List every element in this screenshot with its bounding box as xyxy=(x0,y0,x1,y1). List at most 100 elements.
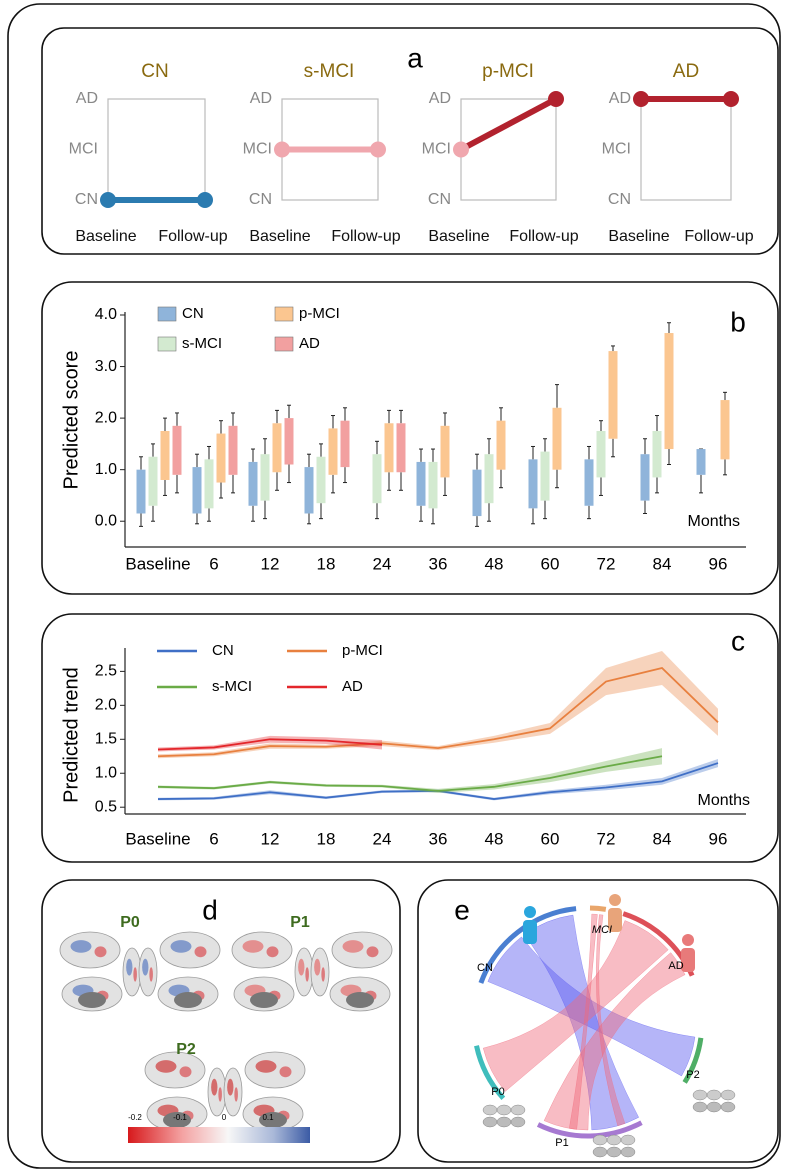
colorbar-tick-label: -0.1 xyxy=(173,1113,187,1122)
x-tick-label: Baseline xyxy=(75,228,136,245)
brain-region xyxy=(195,946,207,957)
pattern-label: P2 xyxy=(176,1041,196,1058)
box xyxy=(641,454,650,500)
box xyxy=(317,457,326,503)
x-tick-label: Baseline xyxy=(608,228,669,245)
box xyxy=(397,423,406,472)
y-tick-label: MCI xyxy=(243,141,272,158)
brain-surface xyxy=(160,932,220,968)
brain-region xyxy=(243,940,264,953)
y-tick-label: 1.5 xyxy=(95,731,117,748)
y-tick-label: CN xyxy=(608,191,631,208)
panel-label: e xyxy=(454,894,470,925)
box xyxy=(273,423,282,472)
x-axis-label: Months xyxy=(698,792,750,809)
legend-label: s-MCI xyxy=(212,678,252,695)
brain-thumbnail xyxy=(511,1117,525,1127)
decorations xyxy=(60,894,735,1157)
y-tick-label: MCI xyxy=(69,141,98,158)
axes-box xyxy=(108,99,205,200)
legend-label: AD xyxy=(299,335,320,352)
brain-stem xyxy=(174,992,202,1008)
point xyxy=(453,142,469,158)
box xyxy=(217,434,226,483)
panel-label: d xyxy=(202,894,218,925)
brain-region xyxy=(142,959,148,976)
x-tick-label: 36 xyxy=(429,554,448,573)
brain-thumbnail xyxy=(621,1135,635,1145)
brain-region xyxy=(126,959,132,976)
x-tick-label: 24 xyxy=(373,554,392,573)
brain-thumbnail xyxy=(511,1105,525,1115)
brain-thumbnail xyxy=(707,1102,721,1112)
brain-surface xyxy=(224,1068,242,1116)
brain-region xyxy=(180,1066,192,1077)
x-axis-label: Months xyxy=(688,513,740,530)
panel-label: a xyxy=(407,42,423,73)
box xyxy=(373,454,382,503)
pattern-label: P1 xyxy=(290,914,310,931)
box xyxy=(173,426,182,475)
colorbar-tick-label: -0.2 xyxy=(128,1113,142,1122)
box xyxy=(149,457,158,506)
box xyxy=(697,449,706,475)
x-tick-label: Follow-up xyxy=(684,228,753,245)
brain-thumbnail xyxy=(607,1147,621,1157)
brain-thumbnail xyxy=(497,1117,511,1127)
brain-thumbnail xyxy=(721,1102,735,1112)
y-tick-label: CN xyxy=(75,191,98,208)
x-tick-label: 18 xyxy=(317,829,336,848)
panel-label: c xyxy=(731,625,745,656)
brain-stem xyxy=(346,992,374,1008)
point xyxy=(370,142,386,158)
y-tick-label: CN xyxy=(249,191,272,208)
box xyxy=(721,400,730,459)
brain-region xyxy=(234,1087,238,1101)
box xyxy=(285,418,294,464)
point xyxy=(100,192,116,208)
x-tick-label: Baseline xyxy=(125,554,190,573)
legend-label: p-MCI xyxy=(342,642,383,659)
box xyxy=(497,421,506,470)
brain-thumbnail xyxy=(707,1090,721,1100)
x-tick-label: 48 xyxy=(485,829,504,848)
box xyxy=(161,431,170,480)
box xyxy=(529,459,538,508)
brain-region xyxy=(149,967,153,981)
brain-surface xyxy=(145,1052,205,1088)
brain-region xyxy=(280,1066,292,1077)
brain-surface xyxy=(295,948,313,996)
legend-label: CN xyxy=(182,305,204,322)
y-tick-label: 2.0 xyxy=(95,697,117,714)
legend-swatch xyxy=(275,337,293,351)
x-tick-label: Follow-up xyxy=(509,228,578,245)
brain-surface xyxy=(245,1052,305,1088)
brain-region xyxy=(95,946,107,957)
brain-region xyxy=(343,940,364,953)
box xyxy=(329,428,338,474)
brain-region xyxy=(321,967,325,981)
person-icon xyxy=(682,934,694,946)
y-tick-label: AD xyxy=(250,90,272,107)
y-tick-label: AD xyxy=(76,90,98,107)
brain-surface xyxy=(311,948,329,996)
brain-thumbnail xyxy=(693,1102,707,1112)
brain-surface xyxy=(208,1068,226,1116)
figure: a b c d e CNCNMCIADBaselineFollow-ups-MC… xyxy=(0,0,790,1172)
colorbar-tick-label: 0.1 xyxy=(262,1113,274,1122)
y-tick-label: AD xyxy=(609,90,631,107)
person-icon xyxy=(609,894,621,906)
box xyxy=(485,454,494,503)
brain-stem xyxy=(250,992,278,1008)
legend-swatch xyxy=(275,307,293,321)
box xyxy=(585,459,594,505)
x-tick-label: 72 xyxy=(597,829,616,848)
chart-title: CN xyxy=(141,61,168,82)
chord-arc xyxy=(538,1123,641,1136)
brain-thumbnail xyxy=(721,1090,735,1100)
brain-region xyxy=(314,959,320,976)
y-tick-label: CN xyxy=(428,191,451,208)
brain-thumbnail xyxy=(607,1135,621,1145)
point xyxy=(633,91,649,107)
x-tick-label: 96 xyxy=(709,554,728,573)
